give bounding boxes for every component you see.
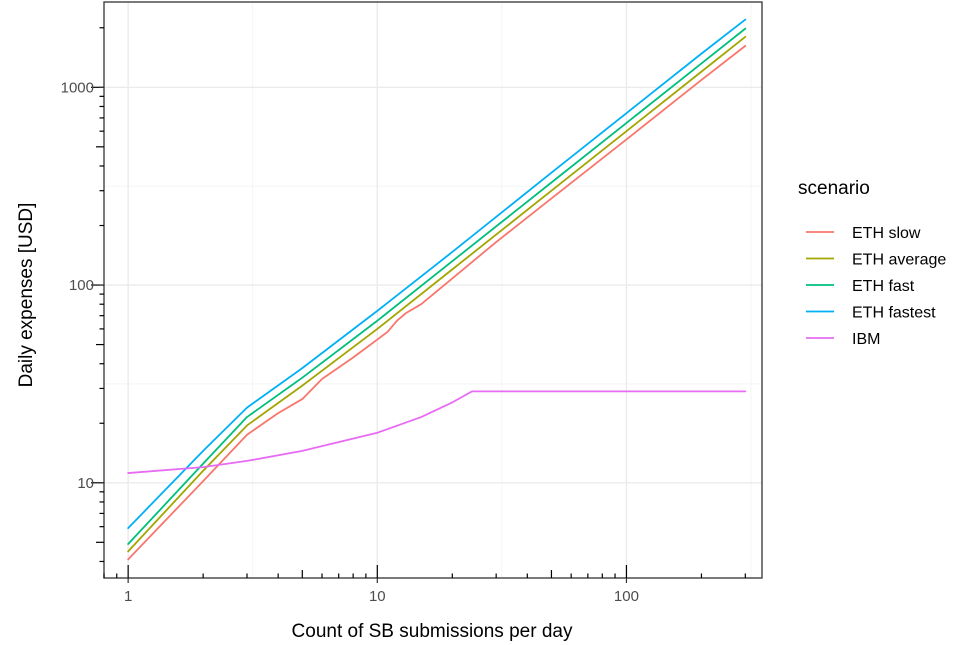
x-tick-label: 10 (369, 588, 386, 605)
y-tick-label: 10 (77, 475, 94, 492)
x-tick-label: 100 (614, 588, 639, 605)
grid (104, 2, 762, 578)
legend-title: scenario (798, 178, 870, 199)
legend-label: ETH fast (852, 278, 915, 295)
y-axis-title: Daily expenses [USD] (16, 203, 37, 388)
x-axis-title: Count of SB submissions per day (292, 621, 573, 642)
plot-background (104, 2, 762, 578)
series-line-eth-fastest (127, 18, 747, 529)
series-line-eth-fast (127, 27, 747, 545)
series-line-eth-average (127, 35, 747, 553)
y-tick-label: 1000 (61, 79, 94, 96)
legend-item: ETH average (806, 252, 946, 269)
series-line-ibm (127, 390, 747, 474)
y-axis-tick-labels: 10 100 1000 (61, 79, 94, 491)
legend-item: ETH fast (806, 278, 915, 295)
legend-item: ETH slow (806, 225, 921, 242)
legend-label: ETH average (852, 252, 946, 269)
y-tick-label: 100 (69, 277, 94, 294)
legend-items: ETH slow ETH average ETH fast ETH fastest IB… (806, 225, 946, 348)
series-lines (127, 18, 747, 561)
y-axis-ticks (91, 27, 104, 563)
x-tick-label: 1 (124, 588, 132, 605)
series-line-eth-slow (127, 44, 747, 561)
x-axis-tick-labels: 1 10 100 (124, 588, 639, 605)
legend-label: ETH slow (852, 225, 921, 242)
plot-border (103, 1, 763, 579)
plot-panel (104, 2, 762, 578)
legend-item: ETH fastest (806, 305, 936, 322)
x-axis-ticks (103, 565, 746, 583)
legend-label: IBM (852, 331, 880, 348)
legend-label: ETH fastest (852, 305, 936, 322)
legend-item: IBM (806, 331, 880, 348)
